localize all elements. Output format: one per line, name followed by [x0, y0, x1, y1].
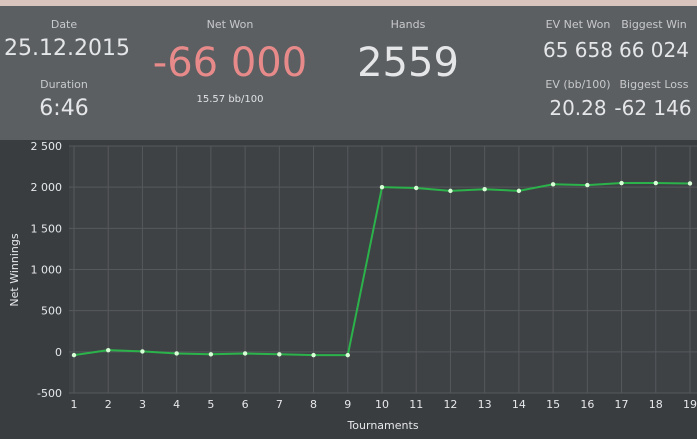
y-tick-label: 1 000: [31, 264, 63, 277]
data-point: [71, 352, 77, 358]
data-point: [414, 185, 419, 191]
x-tick-label: 9: [344, 398, 351, 411]
biggest-loss-value: -62 146: [614, 96, 692, 120]
net-won-label: Net Won: [206, 18, 254, 31]
ev-bb-label: EV (bb/100): [545, 78, 611, 91]
net-won-sub: 15.57 bb/100: [196, 94, 264, 105]
x-tick-label: 5: [207, 398, 214, 411]
x-tick-label: 11: [409, 398, 423, 411]
data-point: [482, 187, 487, 192]
top-accent-strip: [0, 0, 697, 6]
hands-value: 2559: [357, 40, 459, 86]
x-tick-label: 14: [512, 398, 526, 411]
x-tick-label: 15: [546, 398, 560, 411]
net-won-value: -66 000: [152, 40, 308, 86]
stats-panel: Date 25.12.2015 Duration 6:46 Net Won -6…: [0, 6, 697, 140]
x-tick-label: 6: [242, 398, 249, 411]
ev-net-won-label: EV Net Won: [545, 18, 611, 31]
x-tick-label: 7: [276, 398, 283, 411]
data-point: [516, 188, 522, 194]
x-tick-label: 10: [375, 398, 389, 411]
y-tick-label: 2 500: [31, 140, 63, 153]
data-point: [106, 347, 111, 353]
y-tick-label: 0: [55, 346, 62, 359]
biggest-win-label: Biggest Win: [621, 18, 687, 31]
data-point: [311, 352, 316, 358]
data-point: [550, 182, 556, 187]
data-point: [448, 188, 453, 194]
date-value: 25.12.2015: [4, 36, 130, 61]
data-point: [585, 182, 590, 188]
y-tick-label: 500: [41, 305, 62, 318]
duration-label: Duration: [40, 78, 88, 91]
data-point: [242, 351, 248, 356]
x-tick-label: 13: [478, 398, 492, 411]
y-tick-label: -500: [37, 387, 62, 400]
biggest-loss-label: Biggest Loss: [619, 78, 689, 91]
x-tick-label: 16: [580, 398, 594, 411]
data-point: [345, 352, 350, 358]
y-axis-label: Net Winnings: [8, 233, 21, 306]
x-tick-label: 12: [443, 398, 457, 411]
x-tick-label: 1: [71, 398, 78, 411]
hands-label: Hands: [390, 18, 426, 31]
data-point: [653, 180, 658, 186]
duration-value: 6:46: [39, 96, 89, 121]
data-point: [140, 349, 145, 354]
x-tick-label: 19: [683, 398, 697, 411]
ev-bb-value: 20.28: [549, 96, 607, 120]
x-axis-label: Tournaments: [346, 419, 418, 432]
data-point: [208, 352, 214, 357]
x-tick-label: 4: [173, 398, 180, 411]
x-tick-label: 3: [139, 398, 146, 411]
x-tick-label: 18: [649, 398, 663, 411]
x-tick-label: 17: [615, 398, 629, 411]
data-point: [379, 184, 385, 190]
date-label: Date: [50, 18, 78, 31]
ev-net-won-value: 65 658: [543, 38, 613, 62]
x-tick-label: 8: [310, 398, 317, 411]
data-point: [174, 351, 179, 356]
y-tick-label: 1 500: [31, 222, 63, 235]
biggest-win-value: 66 024: [619, 38, 689, 62]
data-point: [619, 180, 624, 186]
x-tick-label: 2: [105, 398, 112, 411]
chart-panel: -500 0 500 1 000 1 500 2 000 2 500 1 2 3 4 5 6 7 8 9 10…: [0, 140, 697, 435]
data-point: [277, 352, 282, 357]
y-tick-label: 2 000: [31, 181, 63, 194]
data-point: [687, 181, 693, 186]
